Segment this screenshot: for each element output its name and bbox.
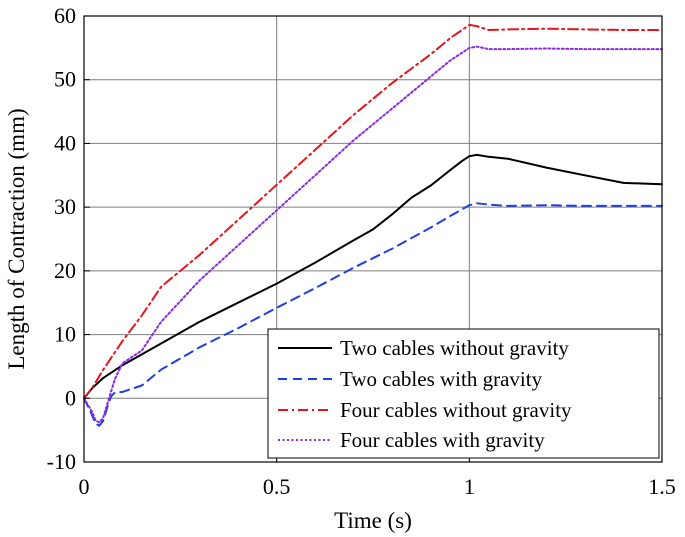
series-line-two-cables-with-gravity	[83, 202, 663, 427]
legend-label-two-cables-with-gravity: Two cables with gravity	[340, 367, 543, 391]
y-tick-label: 10	[54, 322, 76, 347]
legend-box	[267, 328, 660, 459]
x-tick-label: 1.5	[648, 474, 676, 499]
x-tick-label: 0.5	[263, 474, 291, 499]
y-tick-label: 30	[54, 194, 76, 219]
y-tick-label: 50	[54, 67, 76, 92]
legend-label-four-cables-without-gravity: Four cables without gravity	[340, 398, 572, 422]
x-tick-label: 1	[464, 474, 475, 499]
legend-label-two-cables-without-gravity: Two cables without gravity	[340, 336, 569, 360]
legend: Two cables without gravity Two cables wi…	[267, 328, 660, 459]
y-tick-label: -10	[47, 449, 76, 474]
y-axis-label: Length of Contraction (mm)	[4, 108, 29, 369]
legend-label-four-cables-with-gravity: Four cables with gravity	[340, 428, 545, 452]
plot-frame	[83, 15, 663, 463]
series-line-four-cables-with-gravity	[83, 45, 663, 424]
y-tick-label: 0	[65, 385, 76, 410]
series-line-two-cables-without-gravity	[83, 153, 663, 400]
x-tick-label: 0	[79, 474, 90, 499]
y-tick-label: 60	[54, 3, 76, 28]
y-tick-label: 40	[54, 130, 76, 155]
series-line-four-cables-without-gravity	[83, 23, 663, 400]
series-layer	[83, 23, 663, 427]
y-tick-label: 20	[54, 258, 76, 283]
x-axis-label: Time (s)	[334, 508, 412, 533]
